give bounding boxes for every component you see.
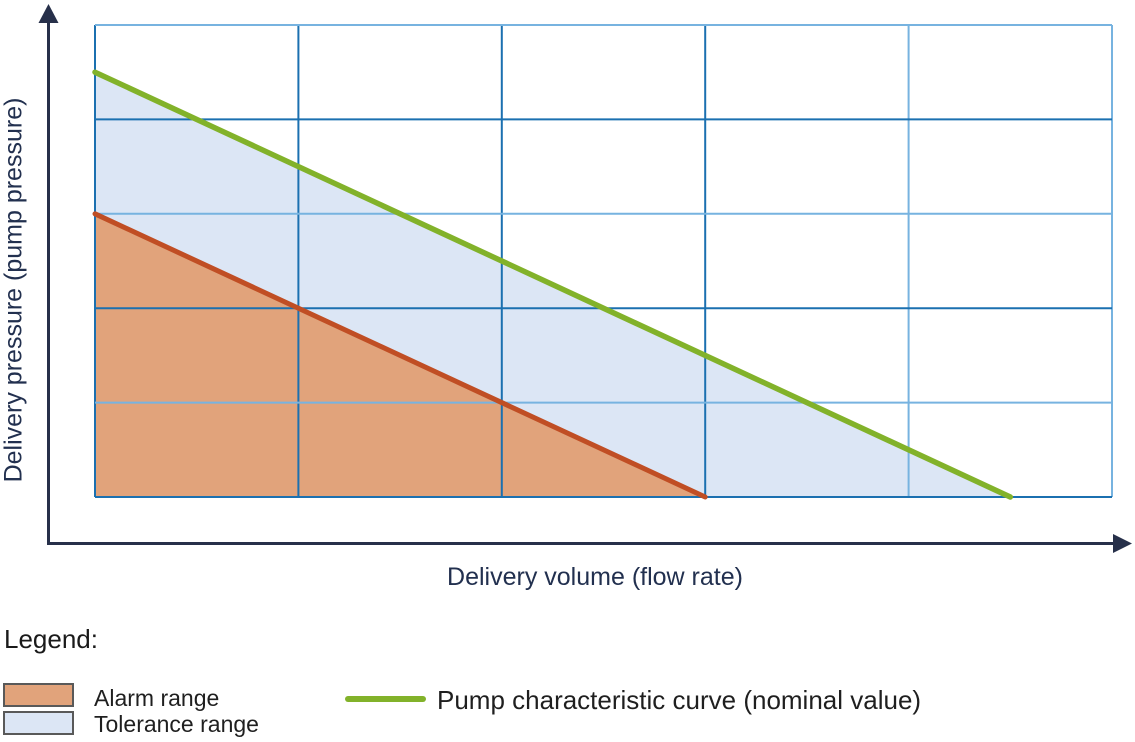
alarm-range-swatch: [3, 683, 74, 707]
pump-curve-line-swatch: [345, 696, 426, 702]
legend-heading: Legend:: [4, 624, 98, 654]
tolerance-range-label: Tolerance range: [94, 711, 259, 737]
x-axis-arrowhead-icon: [1113, 534, 1132, 553]
pump-characteristic-curve-nominal-value-line: [92, 69, 1014, 500]
y-axis-label: Delivery pressure (pump pressure): [0, 97, 28, 483]
pump-curve-label: Pump characteristic curve (nominal value…: [437, 685, 922, 715]
alarm-range-boundary-line: [92, 211, 708, 500]
tolerance-range-swatch: [3, 711, 74, 735]
chart-canvas: [38, 4, 1132, 553]
alarm-range-label: Alarm range: [94, 685, 220, 711]
y-axis-arrowhead-icon: [38, 4, 59, 23]
x-axis-label: Delivery volume (flow rate): [447, 563, 743, 591]
